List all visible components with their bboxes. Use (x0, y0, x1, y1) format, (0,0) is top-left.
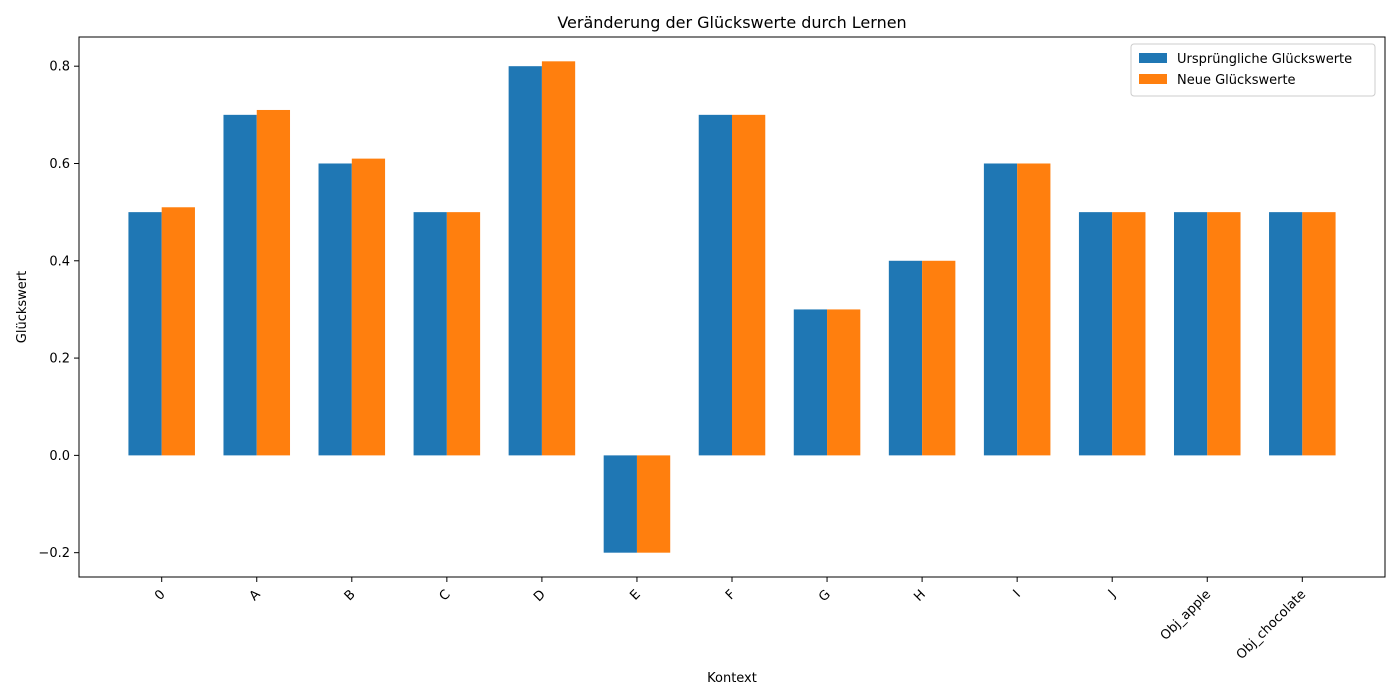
bar-original-f (698, 114, 732, 456)
bar-original-0 (128, 212, 162, 456)
x-tick-label: G (816, 587, 834, 605)
y-tick-label: 0.6 (49, 157, 70, 172)
bar-new-obj-apple (1207, 212, 1241, 456)
plot-area: −0.2 0.0 0.2 0.4 0.6 0.8 0 A B C D E F G H I J Obj_apple O… (38, 36, 1386, 663)
legend-entry: Neue Glückswerte (1177, 73, 1296, 88)
x-tick-label: C (437, 587, 454, 604)
bar-original-c (413, 212, 447, 456)
bar-new-obj-chocolate (1302, 212, 1336, 456)
bar-new-0 (161, 207, 195, 456)
x-tick-label: H (911, 587, 929, 605)
x-tick-label: E (627, 587, 643, 603)
x-tick-label: I (1011, 587, 1024, 600)
bar-original-obj-chocolate (1269, 212, 1303, 456)
y-tick-label: 0.8 (49, 60, 70, 75)
bar-new-j (1112, 212, 1146, 456)
legend-swatch (1139, 53, 1167, 63)
x-axis-label: Kontext (707, 671, 757, 686)
y-axis-label: Glückswert (15, 271, 30, 343)
x-tick-label: D (531, 587, 549, 605)
bar-original-obj-apple (1173, 212, 1208, 456)
x-tick-label: J (1105, 587, 1119, 601)
bar-original-d (508, 66, 542, 456)
bar-new-f (732, 114, 766, 456)
x-tick-label: A (247, 587, 264, 604)
bar-original-h (888, 260, 923, 456)
y-tick-label: 0.0 (49, 449, 70, 464)
bar-original-g (793, 309, 828, 456)
bar-original-i (983, 163, 1018, 456)
x-tick-label: B (342, 587, 359, 604)
x-tick-label: 0 (152, 587, 168, 603)
chart-title: Veränderung der Glückswerte durch Lernen (557, 13, 906, 32)
bar-new-d (541, 61, 576, 456)
x-tick-label: F (723, 587, 739, 603)
y-tick-label: 0.4 (49, 254, 70, 269)
bar-new-h (922, 260, 956, 456)
bar-new-e (636, 455, 671, 553)
legend-entry: Ursprüngliche Glückswerte (1177, 52, 1352, 67)
bar-original-j (1078, 212, 1113, 456)
bar-new-a (256, 109, 291, 456)
bar-new-b (351, 158, 386, 456)
bar-new-i (1017, 163, 1051, 456)
x-tick-label: Obj_chocolate (1234, 587, 1309, 662)
bar-new-g (827, 309, 861, 456)
y-tick-label: −0.2 (38, 546, 70, 561)
bar-original-b (318, 163, 352, 456)
legend-box (1130, 43, 1376, 97)
legend: Ursprüngliche Glückswerte Neue Glückswert… (1130, 43, 1376, 97)
legend-swatch (1139, 74, 1167, 84)
bar-original-a (223, 114, 257, 456)
x-tick-label: Obj_apple (1158, 587, 1214, 643)
bar-new-c (446, 212, 481, 456)
bar-original-e (603, 455, 637, 553)
y-tick-label: 0.2 (49, 352, 70, 367)
